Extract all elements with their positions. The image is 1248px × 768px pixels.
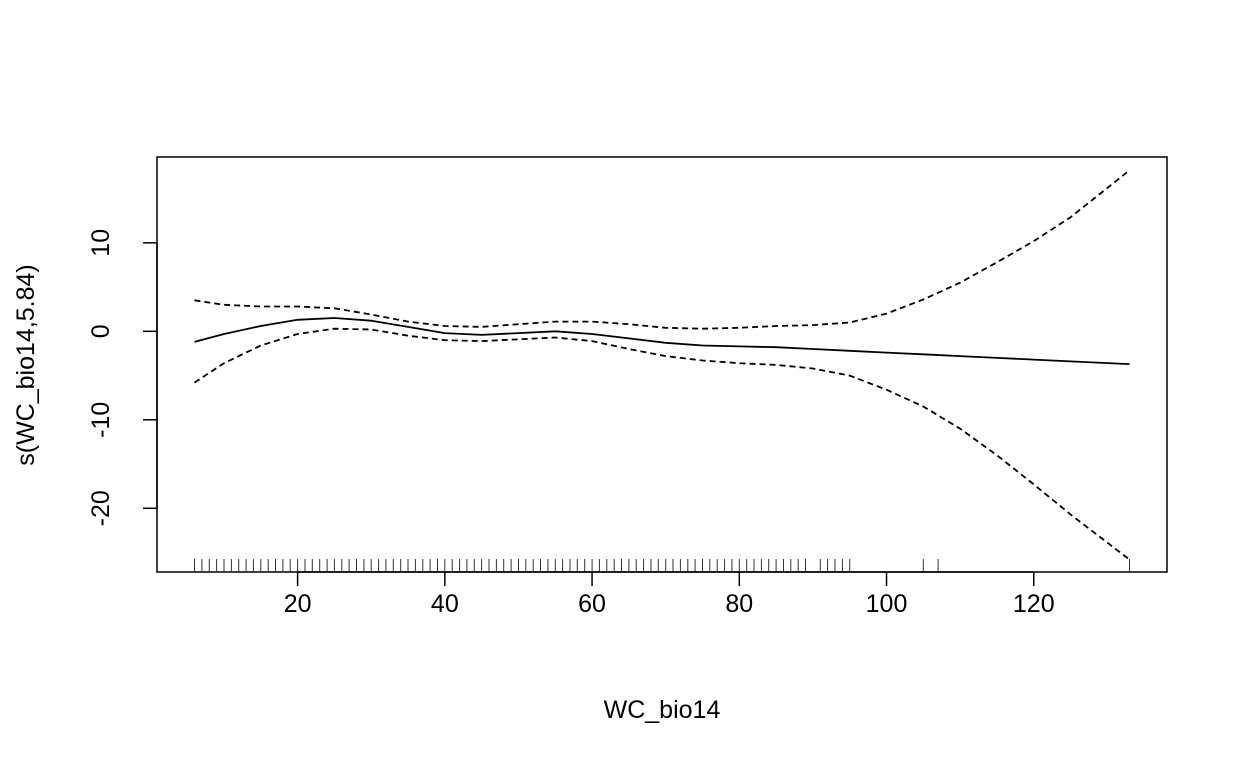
x-axis-title: WC_bio14 xyxy=(604,696,721,724)
plot-frame xyxy=(156,156,1168,573)
x-tick-label: 40 xyxy=(431,590,459,618)
y-tick-label: 10 xyxy=(87,229,115,257)
y-axis: -20 -10 0 10 xyxy=(87,229,158,526)
curves xyxy=(194,169,1131,561)
rug-marks xyxy=(194,559,1130,572)
y-tick-label: -10 xyxy=(87,402,115,438)
x-tick-label: 20 xyxy=(284,590,312,618)
x-tick-label: 100 xyxy=(866,590,908,618)
x-tick-label: 120 xyxy=(1013,590,1055,618)
y-tick-label: 0 xyxy=(87,324,115,338)
y-tick-label: -20 xyxy=(87,490,115,526)
series-lower-ci xyxy=(194,327,1131,561)
x-tick-label: 60 xyxy=(578,590,606,618)
series-fit xyxy=(194,317,1130,365)
series-upper-ci xyxy=(194,169,1131,330)
x-tick-label: 80 xyxy=(725,590,753,618)
y-axis-title: s(WC_bio14,5.84) xyxy=(12,264,40,465)
x-axis: 20 40 60 80 100 120 xyxy=(284,571,1055,618)
